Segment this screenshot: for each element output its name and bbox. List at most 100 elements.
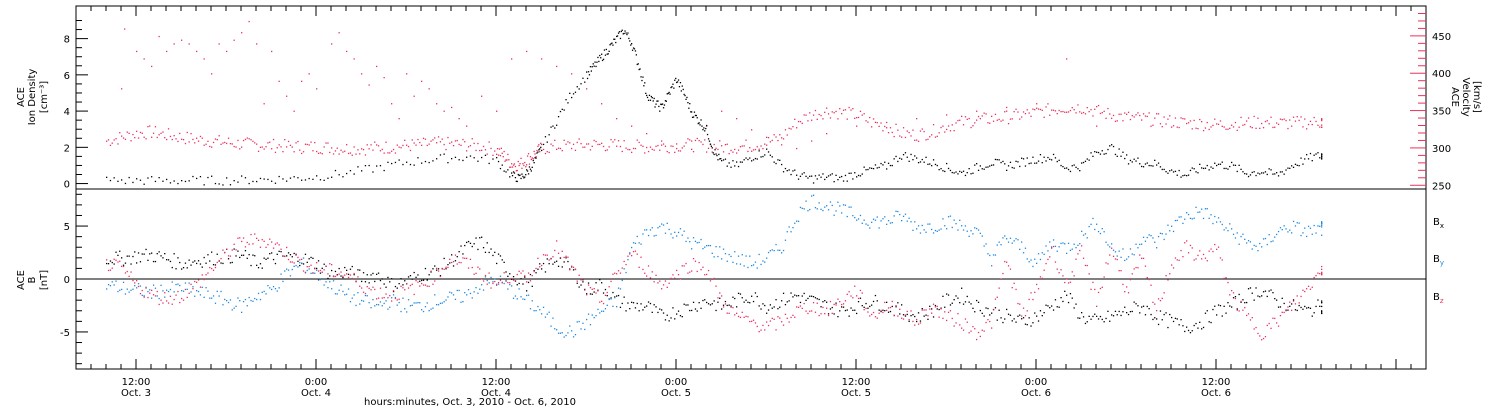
by-point <box>983 245 985 247</box>
density-point <box>1013 167 1015 169</box>
velocity-point <box>769 141 771 143</box>
velocity-point <box>1171 126 1173 128</box>
by-point <box>972 233 974 235</box>
legend-subscript: x <box>1440 222 1444 230</box>
by-point <box>514 295 517 297</box>
density-point <box>1047 156 1049 159</box>
density-point <box>532 159 534 162</box>
density-point <box>357 166 359 168</box>
by-point <box>736 263 738 265</box>
velocity-point <box>226 142 228 145</box>
by-point <box>906 220 908 222</box>
bz-point <box>702 266 704 268</box>
by-point <box>871 221 873 223</box>
bz-point <box>796 306 798 308</box>
velocity-point <box>1311 123 1313 126</box>
velocity-point <box>1150 125 1152 127</box>
by-point <box>548 311 550 313</box>
density-point <box>658 105 660 108</box>
velocity-point <box>447 136 449 139</box>
density-point <box>173 180 175 182</box>
bz-point <box>336 274 338 276</box>
density-point <box>158 177 160 179</box>
bz-point <box>338 273 340 275</box>
velocity-point <box>1193 119 1195 122</box>
bz-point <box>209 266 211 269</box>
density-point <box>1045 160 1047 162</box>
bz-point <box>259 246 262 248</box>
by-point <box>1077 244 1079 246</box>
bx-point <box>190 264 192 266</box>
bz-point <box>1216 248 1218 250</box>
by-point <box>698 241 700 244</box>
density-point <box>878 166 880 169</box>
bz-point <box>1013 282 1015 284</box>
bx-point <box>323 263 325 265</box>
by-point <box>827 209 830 211</box>
bx-point <box>529 273 532 276</box>
by-point <box>531 300 533 302</box>
bx-point <box>706 301 708 304</box>
by-point <box>451 292 453 294</box>
bz-point <box>1249 319 1252 321</box>
bz-point <box>1172 267 1175 269</box>
by-point <box>529 308 532 310</box>
velocity-point <box>1201 121 1203 123</box>
density-point <box>1114 153 1117 156</box>
bz-point <box>692 258 695 260</box>
velocity-point <box>1114 120 1117 122</box>
bz-point <box>1034 291 1036 293</box>
density-point <box>700 119 702 121</box>
bx-point <box>713 300 715 302</box>
velocity-point <box>1291 125 1293 127</box>
bx-point <box>811 295 813 297</box>
density-point <box>552 125 554 127</box>
by-point <box>152 284 155 286</box>
velocity-outlier-point <box>856 125 858 127</box>
velocity-point <box>610 139 612 141</box>
bz-point <box>256 237 258 239</box>
velocity-point <box>1069 109 1072 112</box>
density-point <box>567 102 569 104</box>
bz-point <box>246 241 248 244</box>
by-point <box>257 292 260 295</box>
density-point <box>632 47 635 49</box>
bz-point <box>362 291 365 293</box>
velocity-point <box>794 118 796 120</box>
by-point <box>244 298 247 301</box>
by-point <box>1238 243 1240 245</box>
bz-point <box>677 274 680 276</box>
by-point <box>559 332 562 334</box>
velocity-point <box>1186 122 1188 125</box>
by-point <box>1096 223 1098 225</box>
density-point <box>1069 170 1072 173</box>
velocity-point <box>550 143 552 145</box>
velocity-point <box>872 118 875 120</box>
bz-point <box>582 279 584 281</box>
density-point <box>507 169 509 171</box>
velocity-point <box>704 139 706 141</box>
bz-point <box>436 267 438 269</box>
by-point <box>610 298 612 300</box>
by-point <box>449 291 451 293</box>
bx-point <box>685 304 687 306</box>
bx-point <box>884 310 886 312</box>
by-point <box>1231 228 1233 230</box>
bz-point <box>317 270 320 272</box>
bx-point <box>490 248 492 250</box>
bz-point <box>1133 268 1135 270</box>
bx-point <box>1161 319 1163 321</box>
density-point <box>503 170 505 172</box>
bz-point <box>456 263 458 265</box>
by-point <box>677 231 680 234</box>
by-point <box>563 336 565 338</box>
by-point <box>891 222 893 224</box>
by-point <box>674 231 676 233</box>
by-point <box>409 305 412 307</box>
by-point <box>902 215 905 217</box>
bz-point <box>301 258 303 260</box>
bz-point <box>1321 272 1323 274</box>
by-point <box>816 208 818 210</box>
velocity-outlier-point <box>383 77 385 79</box>
density-point <box>526 170 529 172</box>
